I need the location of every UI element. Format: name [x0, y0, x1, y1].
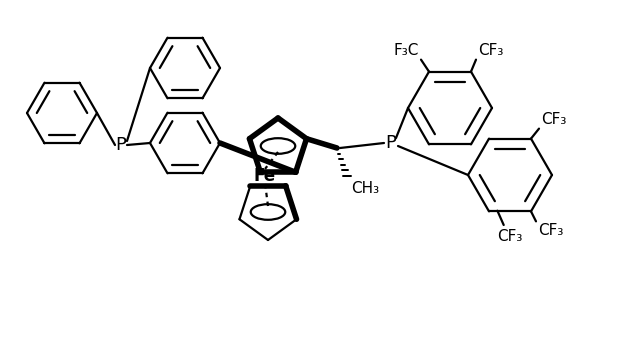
- Text: CF₃: CF₃: [538, 223, 563, 238]
- Text: CF₃: CF₃: [478, 43, 504, 58]
- Text: F₃C: F₃C: [394, 43, 419, 58]
- Text: CF₃: CF₃: [497, 229, 523, 244]
- Text: CF₃: CF₃: [541, 112, 566, 127]
- Text: P: P: [385, 134, 396, 152]
- Text: Fe: Fe: [254, 167, 276, 185]
- Text: P: P: [116, 136, 127, 154]
- Text: CH₃: CH₃: [351, 181, 379, 196]
